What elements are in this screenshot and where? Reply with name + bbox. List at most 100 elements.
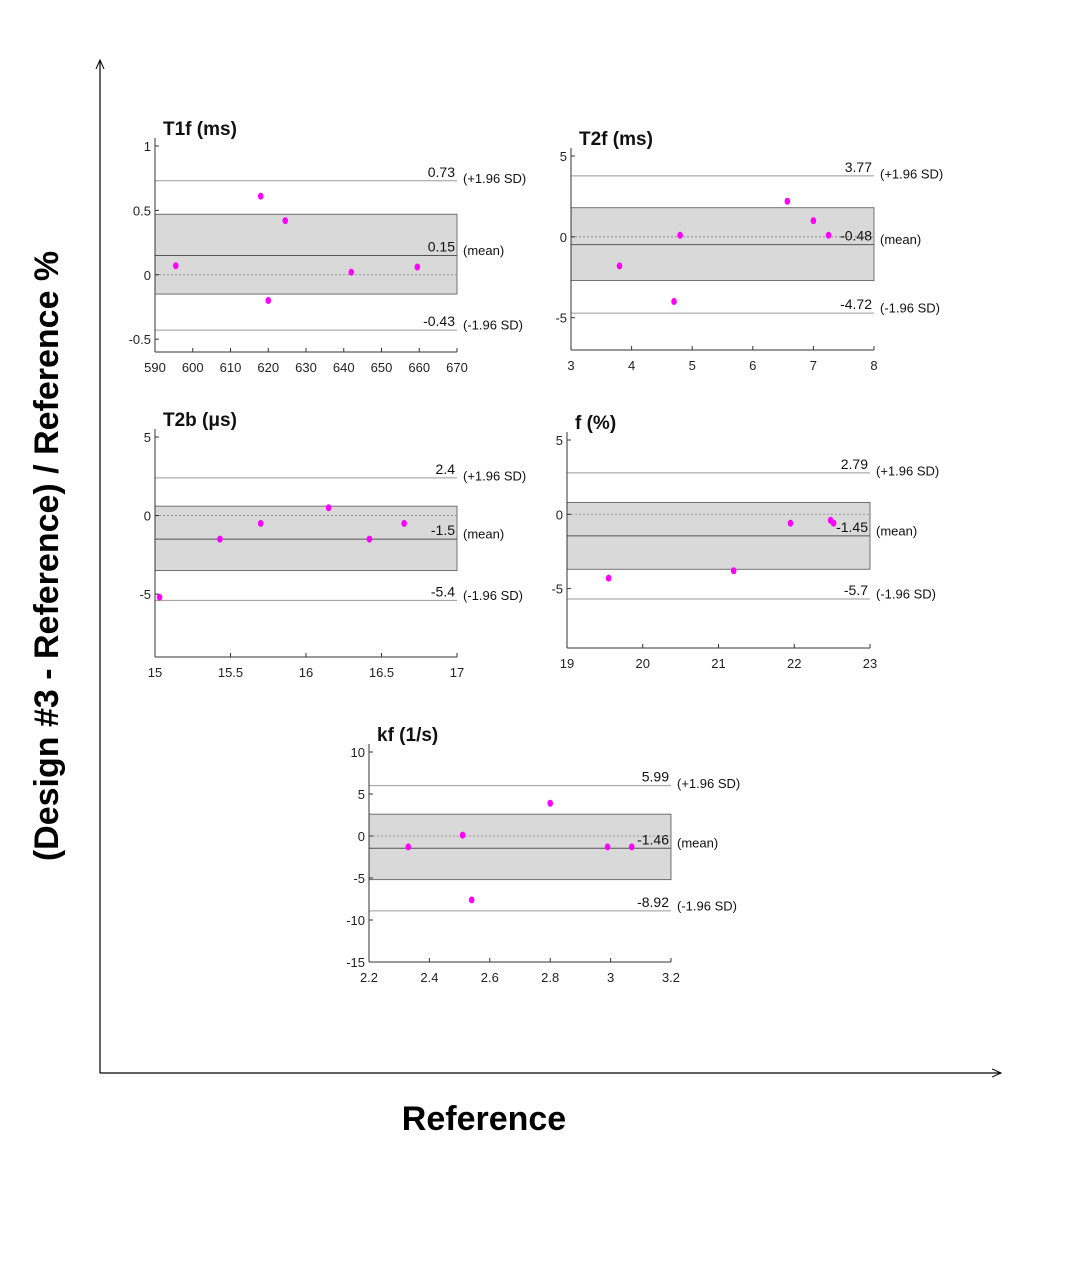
x-tick-label: 19 bbox=[560, 656, 574, 671]
data-point bbox=[825, 231, 832, 239]
data-point bbox=[787, 519, 794, 527]
x-tick-label: 17 bbox=[450, 665, 464, 680]
band bbox=[368, 813, 672, 881]
x-tick-label: 3.2 bbox=[662, 970, 680, 985]
upper-limit-note: (+1.96 SD) bbox=[463, 171, 526, 186]
y-tick-label: -10 bbox=[346, 913, 365, 928]
x-tick-label: 16.5 bbox=[369, 665, 394, 680]
x-tick-label: 15 bbox=[148, 665, 162, 680]
upper-limit-note: (+1.96 SD) bbox=[463, 468, 526, 483]
y-tick-label: -0.5 bbox=[129, 332, 151, 347]
panel-title: kf (1/s) bbox=[377, 725, 438, 746]
lower-limit-value: -5.7 bbox=[844, 582, 868, 598]
data-point bbox=[459, 831, 466, 839]
data-point bbox=[366, 535, 373, 543]
lower-limit-value: -0.43 bbox=[423, 313, 455, 329]
x-tick-label: 2.4 bbox=[420, 970, 438, 985]
lower-limit-note: (-1.96 SD) bbox=[880, 301, 940, 316]
data-point bbox=[810, 217, 817, 225]
x-tick-label: 2.2 bbox=[360, 970, 378, 985]
lower-limit-note: (-1.96 SD) bbox=[463, 588, 523, 603]
lower-limit-value: -8.92 bbox=[637, 894, 669, 910]
y-tick-label: 0 bbox=[560, 230, 567, 245]
data-point bbox=[414, 263, 421, 271]
y-tick-label: 10 bbox=[351, 745, 365, 760]
data-point bbox=[156, 593, 163, 601]
x-tick-label: 16 bbox=[299, 665, 313, 680]
upper-limit-note: (+1.96 SD) bbox=[876, 463, 939, 478]
lower-limit-value: -5.4 bbox=[431, 583, 455, 599]
x-tick-label: 640 bbox=[333, 360, 355, 375]
x-tick-label: 3 bbox=[607, 970, 614, 985]
mean-line-value: -1.5 bbox=[431, 522, 455, 538]
panel-f: 2.79 (+1.96 SD) -1.45 (mean) -5.7 (-1.96 SD) 1… bbox=[551, 413, 939, 671]
data-point bbox=[604, 843, 611, 851]
upper-limit-note: (+1.96 SD) bbox=[677, 776, 740, 791]
x-tick-label: 620 bbox=[257, 360, 279, 375]
data-point bbox=[730, 567, 737, 575]
y-tick-label: 5 bbox=[144, 430, 151, 445]
y-tick-label: -5 bbox=[139, 587, 151, 602]
x-tick-label: 660 bbox=[408, 360, 430, 375]
y-tick-label: 5 bbox=[556, 433, 563, 448]
data-point bbox=[616, 262, 623, 270]
lower-limit-value: -4.72 bbox=[840, 296, 872, 312]
upper-limit-value: 2.4 bbox=[436, 461, 456, 477]
upper-limit-value: 2.79 bbox=[841, 456, 868, 472]
data-point bbox=[677, 231, 683, 239]
y-tick-label: 1 bbox=[144, 139, 151, 154]
y-tick-label: 5 bbox=[560, 149, 567, 164]
upper-limit-value: 0.73 bbox=[428, 164, 455, 180]
data-point bbox=[605, 574, 612, 582]
x-tick-label: 21 bbox=[711, 656, 725, 671]
x-tick-label: 600 bbox=[182, 360, 204, 375]
figure-y-label: (Design #3 - Reference) / Reference % bbox=[28, 251, 66, 861]
x-tick-label: 630 bbox=[295, 360, 317, 375]
x-tick-label: 2.6 bbox=[481, 970, 499, 985]
data-point bbox=[468, 896, 475, 904]
panel-title: T1f (ms) bbox=[163, 119, 237, 140]
data-point bbox=[257, 519, 264, 527]
x-tick-label: 15.5 bbox=[218, 665, 243, 680]
y-tick-label: -5 bbox=[353, 871, 365, 886]
band bbox=[154, 505, 458, 571]
panel-t2f: 3.77 (+1.96 SD) -0.48 (mean) -4.72 (-1.96 SD)… bbox=[555, 129, 943, 373]
panel-kf: 5.99 (+1.96 SD) -1.46 (mean) -8.92 (-1.96 SD)… bbox=[346, 725, 740, 985]
data-point bbox=[348, 268, 355, 276]
y-tick-label: 5 bbox=[358, 787, 365, 802]
data-point bbox=[671, 298, 677, 305]
x-tick-label: 20 bbox=[636, 656, 650, 671]
upper-limit-note: (+1.96 SD) bbox=[880, 166, 943, 181]
mean-line-note: (mean) bbox=[880, 232, 921, 247]
mean-line-note: (mean) bbox=[463, 527, 504, 542]
y-tick-label: 0 bbox=[144, 268, 151, 283]
panel-title: T2b (μs) bbox=[163, 410, 237, 431]
x-tick-label: 5 bbox=[689, 358, 696, 373]
data-point bbox=[401, 519, 407, 527]
mean-line-note: (mean) bbox=[677, 836, 718, 851]
mean-line-note: (mean) bbox=[463, 243, 504, 258]
y-tick-label: 0 bbox=[358, 829, 365, 844]
data-point bbox=[265, 297, 272, 304]
x-tick-label: 22 bbox=[787, 656, 801, 671]
data-point bbox=[830, 519, 837, 527]
x-tick-label: 670 bbox=[446, 360, 468, 375]
mean-line-value: -1.45 bbox=[836, 519, 868, 535]
y-tick-label: -5 bbox=[551, 582, 563, 597]
x-tick-label: 8 bbox=[870, 358, 877, 373]
lower-limit-note: (-1.96 SD) bbox=[677, 898, 737, 913]
data-point bbox=[628, 843, 635, 851]
data-point bbox=[325, 504, 332, 512]
y-tick-label: 0 bbox=[144, 509, 151, 524]
mean-line-value: -1.46 bbox=[637, 831, 669, 847]
mean-line-value: -0.48 bbox=[840, 228, 872, 244]
data-point bbox=[784, 197, 791, 205]
mean-line-note: (mean) bbox=[876, 523, 917, 538]
panel-t2b: 2.4 (+1.96 SD) -1.5 (mean) -5.4 (-1.96 SD) 15 1… bbox=[139, 410, 526, 680]
x-tick-label: 7 bbox=[810, 358, 817, 373]
y-tick-label: -5 bbox=[555, 311, 567, 326]
mean-line-value: 0.15 bbox=[428, 238, 455, 254]
figure-x-label: Reference bbox=[402, 1100, 566, 1138]
x-tick-label: 2.8 bbox=[541, 970, 559, 985]
